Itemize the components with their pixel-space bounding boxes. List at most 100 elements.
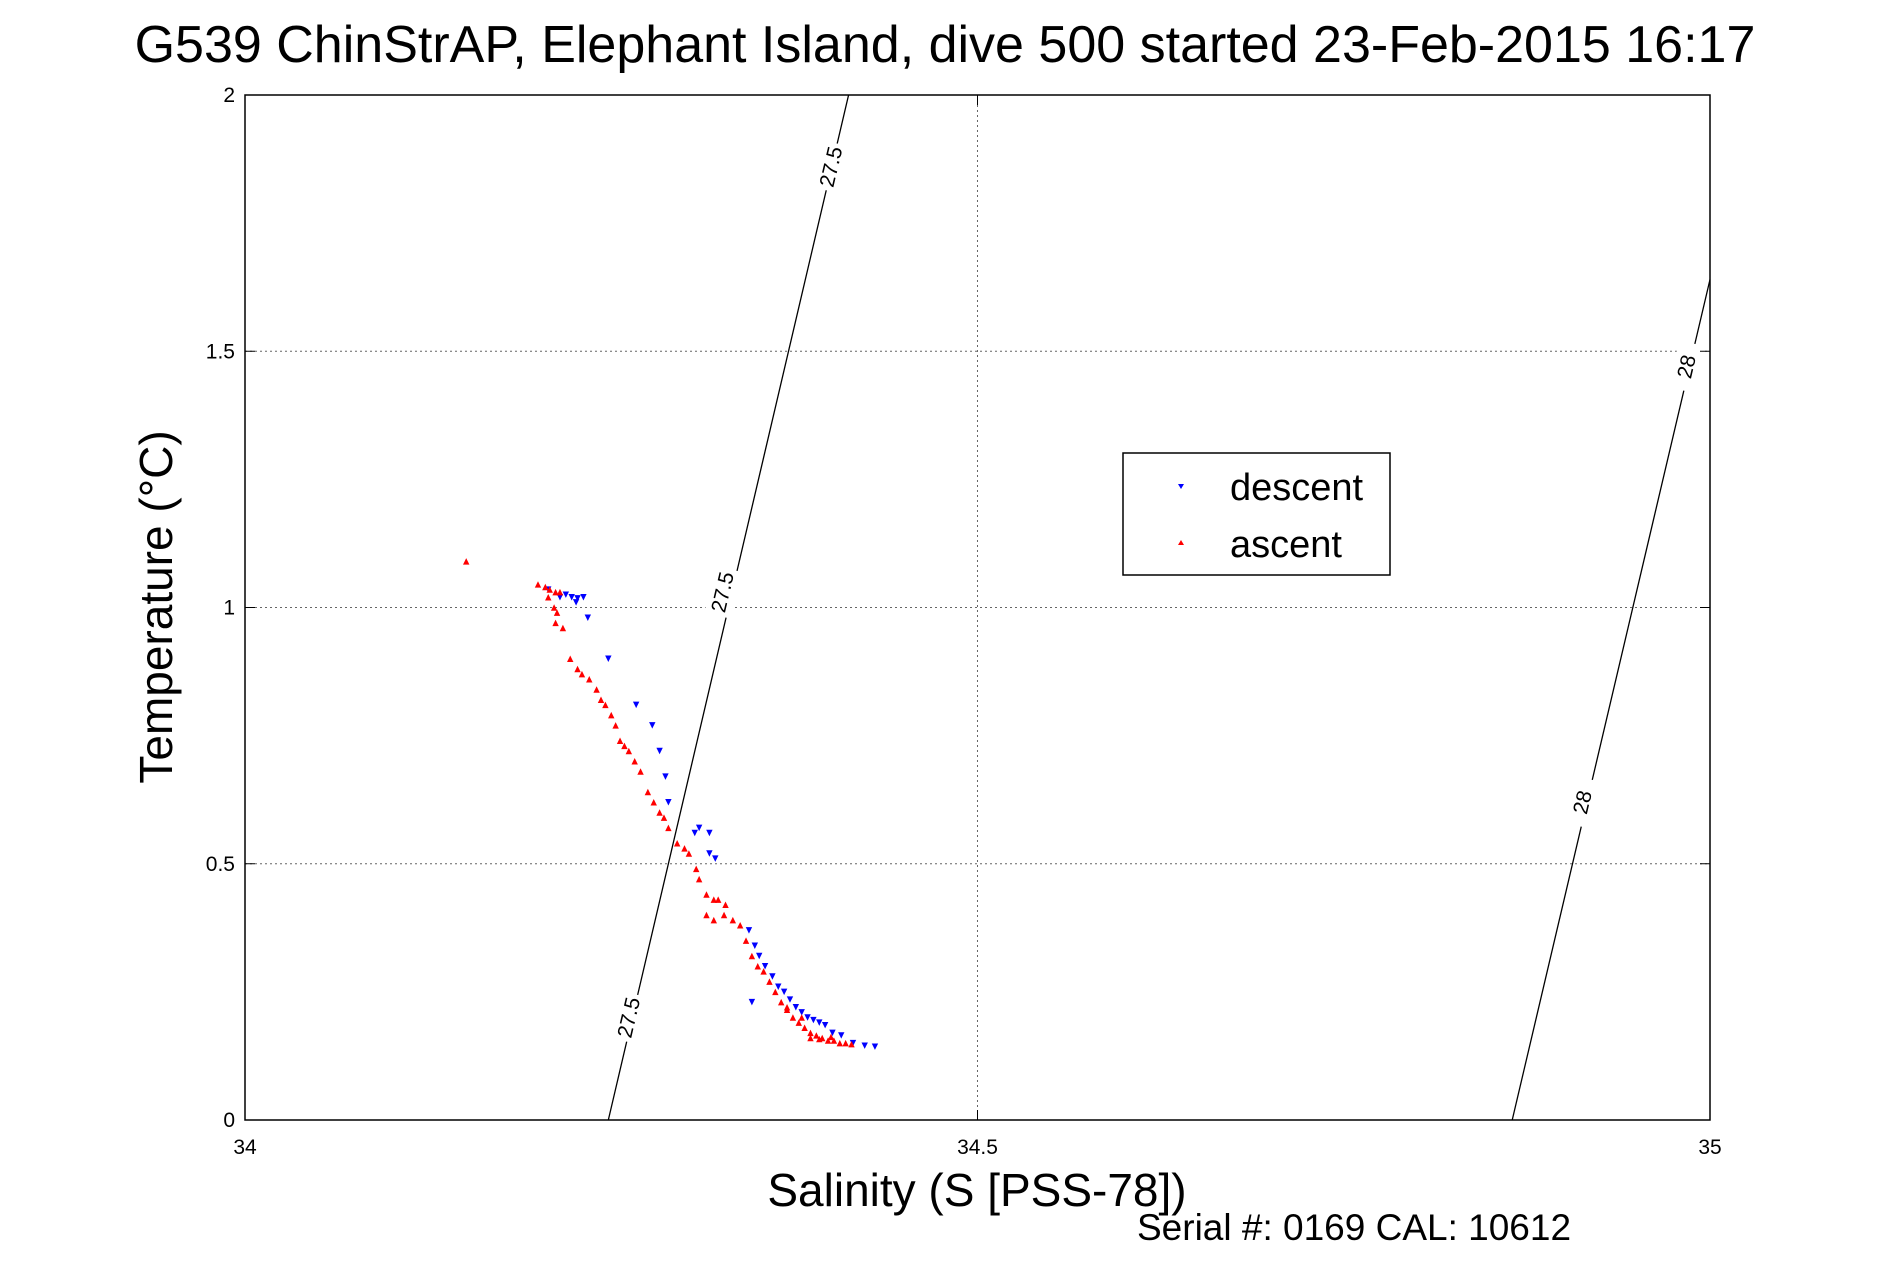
descent-point (786, 996, 794, 1003)
y-tick-label: 0 (223, 1109, 235, 1132)
ascent-point (656, 809, 663, 816)
ascent-point (534, 581, 542, 588)
x-tick-label: 34.5 (957, 1136, 998, 1159)
ascent-point (816, 1035, 823, 1043)
ascent-point (801, 1024, 808, 1031)
ascent-point (813, 1032, 820, 1039)
descent-point (562, 591, 570, 598)
descent-point (810, 1016, 817, 1024)
ascent-point (836, 1039, 843, 1047)
ascent-point (625, 747, 633, 755)
ascent-point (574, 665, 581, 673)
legend-descent-label: descent (1230, 467, 1364, 509)
ascent-point (545, 594, 552, 601)
descent-point (861, 1042, 868, 1049)
ascent-point (807, 1034, 814, 1042)
descent-point (816, 1019, 823, 1026)
descent-point (662, 773, 669, 780)
ascent-point (644, 788, 652, 796)
ascent-point (827, 1033, 835, 1041)
ascent-point (612, 722, 619, 729)
chart-title: G539 ChinStrAP, Elephant Island, dive 50… (135, 16, 1756, 74)
contour-label-gap (704, 565, 741, 619)
ascent-point (824, 1037, 832, 1044)
ascent-point (559, 624, 567, 632)
descent-point (748, 998, 756, 1006)
ascent-point (616, 737, 624, 744)
descent-point (568, 594, 575, 601)
ascent-point (720, 911, 728, 919)
descent-point (574, 595, 581, 602)
ascent-point (807, 1029, 814, 1037)
axis-ticks: 34 34.5 35 0 0.5 1 1.5 2 (206, 84, 1722, 1159)
descent-point (632, 701, 640, 709)
y-tick-label: 1.5 (206, 340, 235, 363)
contour-label-gap (610, 991, 647, 1044)
ascent-point (552, 588, 559, 596)
descent-point (756, 952, 763, 960)
descent-point (798, 1009, 805, 1016)
ascent-point (593, 686, 600, 693)
y-tick-label: 2 (223, 84, 235, 107)
descent-point (829, 1029, 836, 1037)
ascent-point (637, 768, 644, 775)
ascent-point (777, 998, 785, 1006)
ascent-point (703, 911, 710, 919)
ascent-point (608, 711, 615, 719)
descent-point (580, 594, 587, 601)
legend-descent-marker (1178, 484, 1184, 489)
ascent-point (766, 978, 773, 985)
ascent-point (578, 670, 586, 678)
x-tick-label: 35 (1698, 1136, 1721, 1159)
descent-point (665, 799, 672, 806)
legend-ascent-label: ascent (1230, 524, 1342, 566)
descent-point (584, 614, 592, 621)
contour-label-gap (1668, 340, 1705, 393)
ascent-point (463, 558, 470, 565)
ascent-point (542, 583, 549, 591)
ascent-point (772, 988, 779, 996)
descent-point (712, 855, 719, 862)
ascent-point (710, 916, 717, 924)
descent-point (695, 824, 703, 832)
ascent-point (783, 1006, 791, 1014)
ascent-point (754, 963, 761, 970)
serial-cal-footer: Serial #: 0169 CAL: 10612 (1137, 1207, 1571, 1248)
descent-point (556, 594, 564, 601)
legend: descent ascent (1122, 452, 1391, 576)
contour-label: 28 (1569, 788, 1597, 816)
ascent-point (695, 875, 703, 883)
grid-lines (245, 95, 1710, 1120)
ascent-point (703, 891, 710, 898)
descent-point (761, 963, 769, 970)
x-tick-label: 34 (233, 1136, 257, 1159)
ascent-point (729, 916, 737, 924)
ascent-point (556, 588, 564, 596)
x-axis-label: Salinity (S [PSS-78]) (767, 1164, 1186, 1216)
ascent-point (650, 799, 657, 806)
descent-point (745, 927, 753, 934)
scatter-points (463, 558, 879, 1050)
ascent-point (789, 1014, 797, 1021)
ascent-point (602, 701, 609, 709)
ascent-point (621, 742, 628, 750)
ascent-point (848, 1040, 855, 1048)
ascent-point (567, 655, 574, 662)
ascent-point (748, 952, 756, 960)
descent-point (706, 829, 713, 837)
descent-point (706, 850, 713, 857)
ascent-point (550, 604, 558, 611)
ascent-point (714, 896, 722, 903)
ascent-point (722, 901, 729, 908)
descent-point (769, 973, 776, 980)
y-axis-label: Temperature (°C) (130, 430, 182, 783)
descent-point (780, 988, 788, 996)
ascent-point (830, 1037, 838, 1044)
legend-ascent-marker (1178, 540, 1184, 545)
descent-point (804, 1014, 811, 1021)
contour-line-28 (1511, 279, 1711, 1121)
contour-label-gap (1564, 775, 1601, 829)
ascent-point (798, 1014, 805, 1021)
